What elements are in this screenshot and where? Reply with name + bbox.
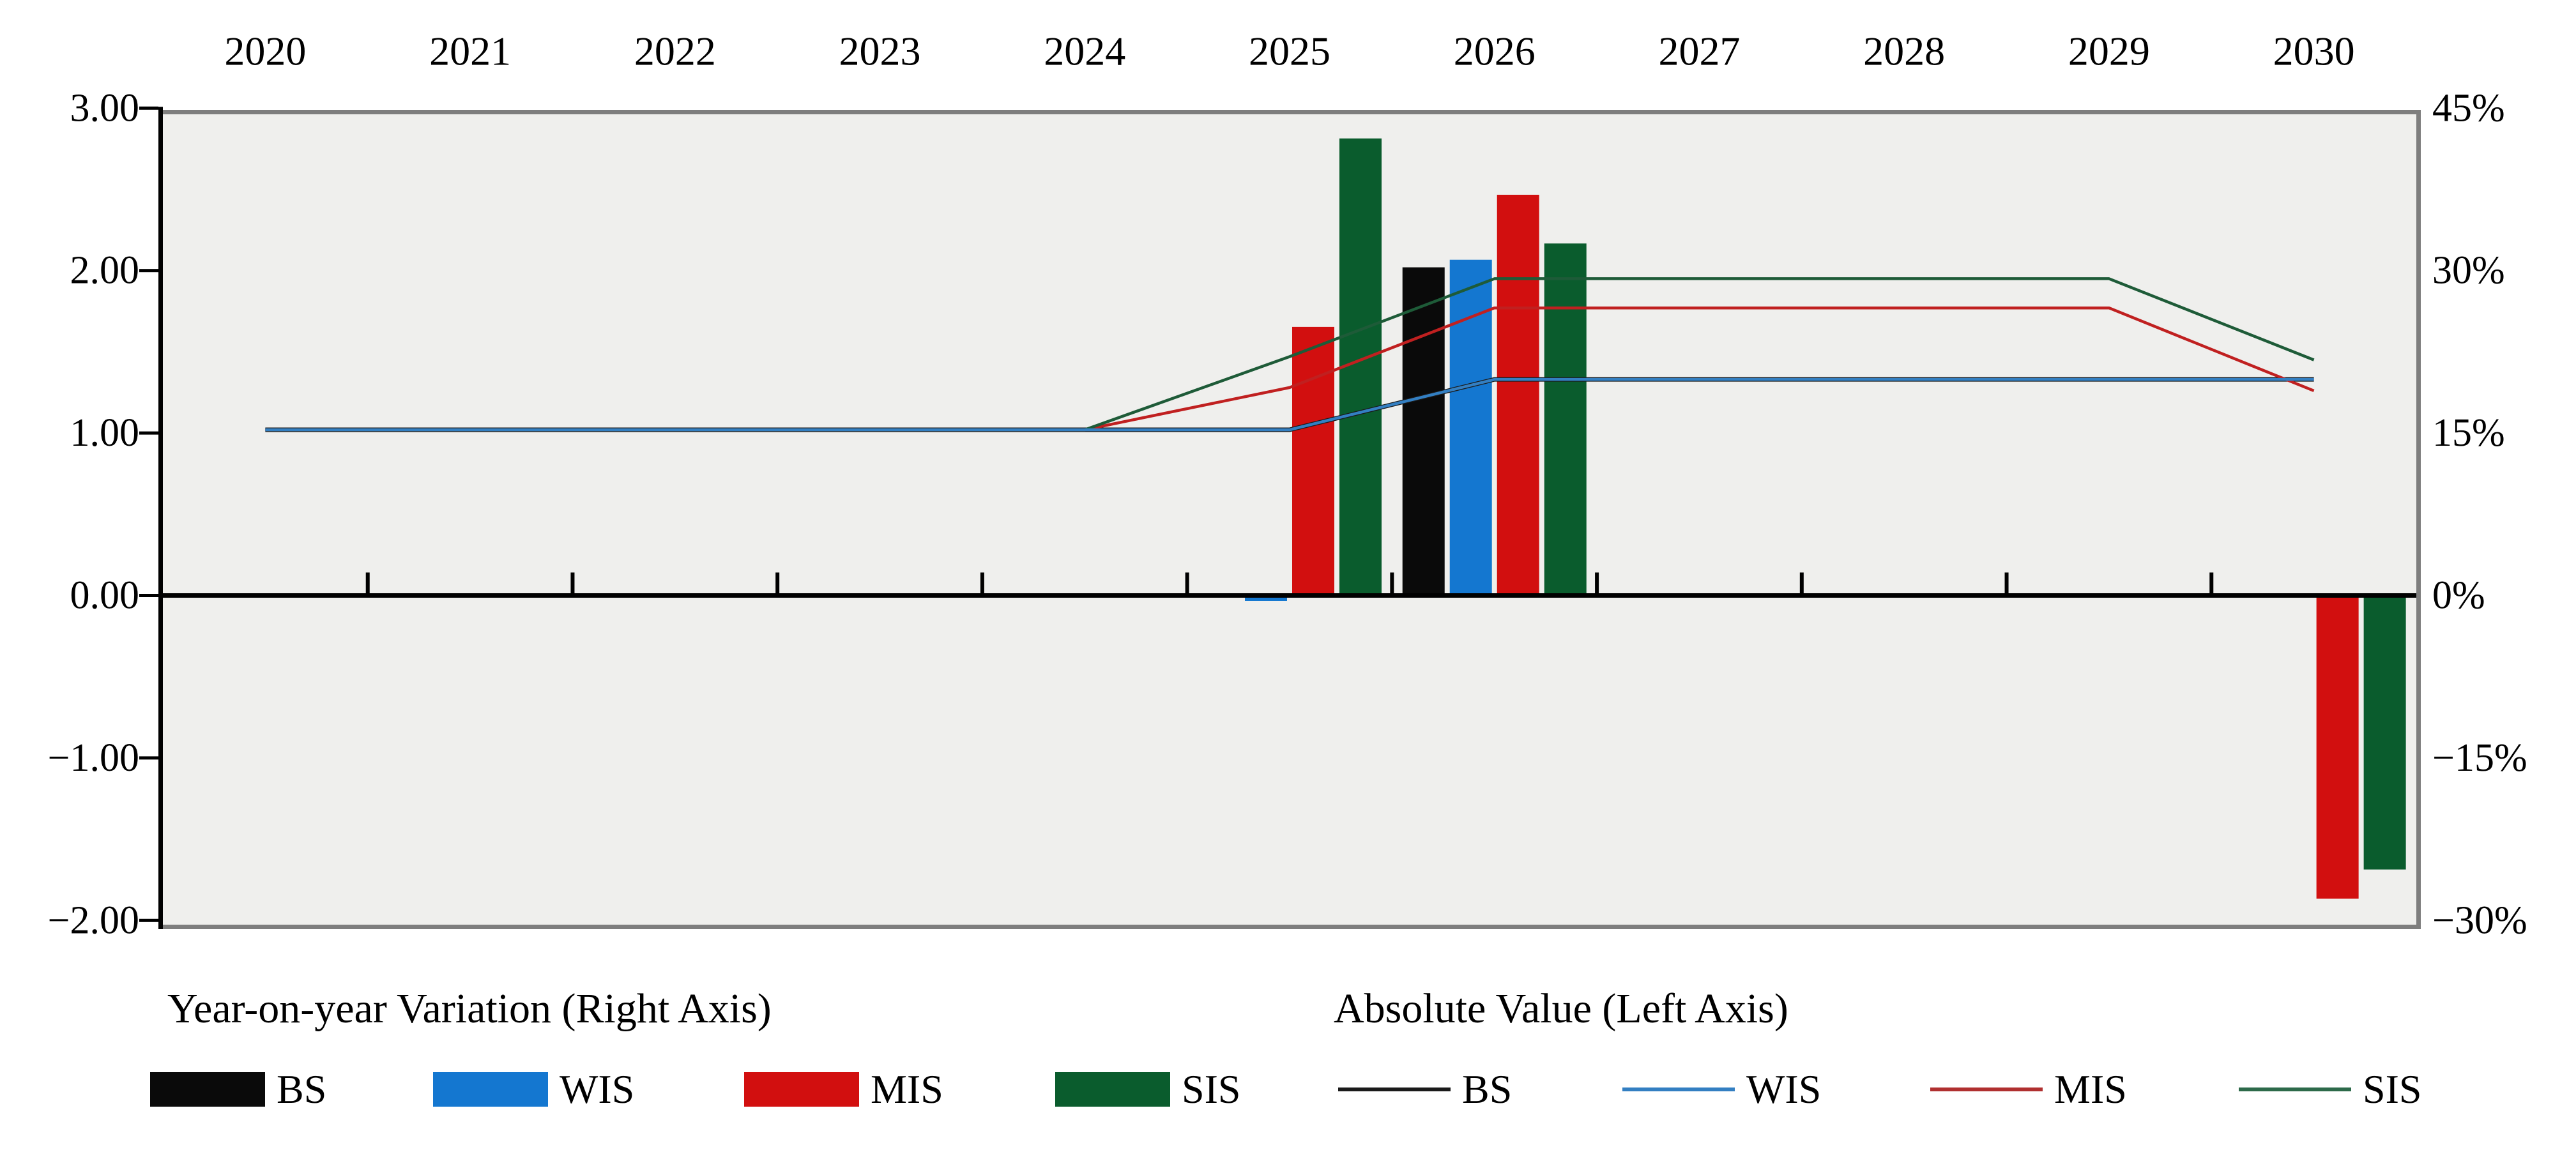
x-axis-year-label: 2024 <box>1044 29 1125 74</box>
bar-mis-2026 <box>1497 194 1539 596</box>
left-axis-label: 1.00 <box>70 411 140 455</box>
left-axis-tick <box>139 594 158 597</box>
right-axis-label: 0% <box>2432 574 2485 618</box>
x-axis-year-label: 2028 <box>1863 29 1945 74</box>
left-axis-spine <box>158 107 163 929</box>
x-axis-year-label: 2025 <box>1249 29 1330 74</box>
left-axis-tick <box>139 756 158 760</box>
x-axis-tick <box>1799 572 1804 596</box>
x-axis-year-label: 2030 <box>2273 29 2355 74</box>
x-axis-tick <box>980 572 984 596</box>
x-axis-tick <box>1390 572 1394 596</box>
line-wis <box>265 377 2314 432</box>
x-axis-year-label: 2026 <box>1454 29 1536 74</box>
left-axis-tick <box>139 269 158 273</box>
x-axis-tick <box>2209 572 2214 596</box>
left-axis-tick <box>139 918 158 922</box>
left-axis-label: −2.00 <box>48 898 139 942</box>
bar-bs-2026 <box>1402 267 1445 596</box>
left-axis-label: 3.00 <box>70 86 140 130</box>
x-axis-tick <box>365 572 370 596</box>
left-axis-tick <box>139 431 158 435</box>
left-axis-label: 2.00 <box>70 249 140 292</box>
bar-sis-2030 <box>2363 595 2406 870</box>
bar-mis-2025 <box>1292 326 1334 596</box>
plot-border-top <box>163 110 2421 114</box>
x-axis-year-label: 2029 <box>2068 29 2150 74</box>
right-axis-label: −15% <box>2432 736 2527 780</box>
x-axis-tick <box>570 572 575 596</box>
plot-border-bottom <box>163 925 2421 929</box>
bar-wis-2025 <box>1245 595 1287 601</box>
x-axis-tick <box>1185 572 1189 596</box>
x-axis-tick <box>2004 572 2009 596</box>
x-axis-year-label: 2022 <box>634 29 716 74</box>
x-axis-year-label: 2021 <box>429 29 511 74</box>
left-axis-label: −1.00 <box>48 736 139 780</box>
x-axis-tick <box>1595 572 1599 596</box>
right-axis-label: 45% <box>2432 86 2505 130</box>
bar-mis-2030 <box>2316 595 2359 899</box>
right-axis-label: 30% <box>2432 249 2505 292</box>
x-axis-zero-line <box>163 593 2416 598</box>
right-axis-label: −30% <box>2432 898 2527 942</box>
x-axis-year-label: 2020 <box>224 29 306 74</box>
left-axis-tick <box>139 106 158 110</box>
plot-border-right <box>2416 110 2421 929</box>
plot-area <box>163 110 2416 925</box>
right-axis-label: 15% <box>2432 411 2505 455</box>
x-axis-tick <box>775 572 780 596</box>
x-axis-year-label: 2027 <box>1658 29 1740 74</box>
x-axis-year-label: 2023 <box>839 29 921 74</box>
bar-sis-2026 <box>1544 243 1587 596</box>
left-axis-label: 0.00 <box>70 574 140 618</box>
